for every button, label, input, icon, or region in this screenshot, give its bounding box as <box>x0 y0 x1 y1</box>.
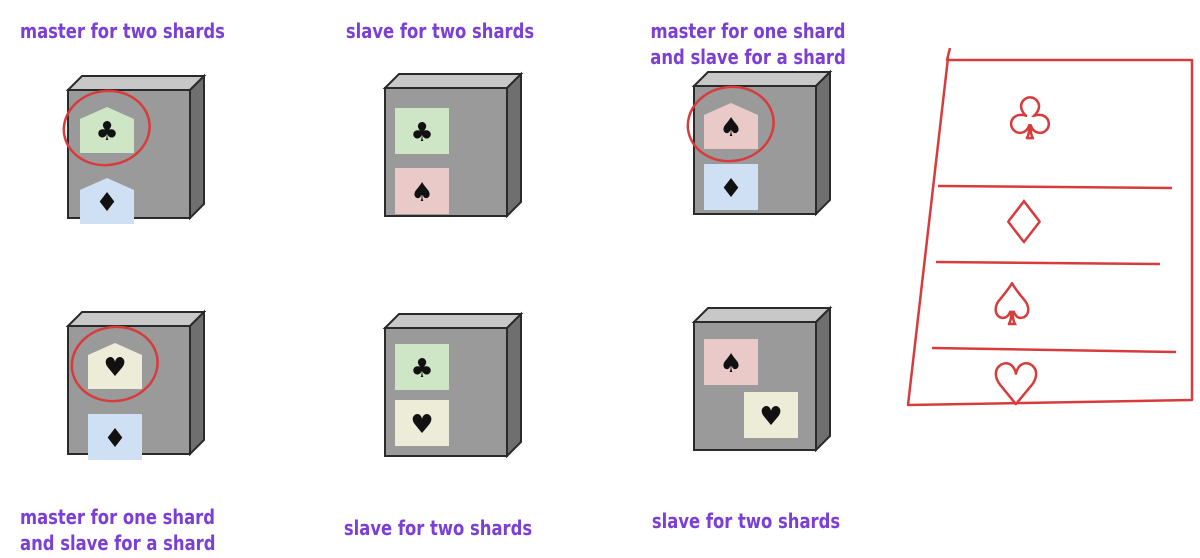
shard-card-shape <box>744 392 798 438</box>
clubs-icon: ♣ <box>1005 87 1055 152</box>
shard-card-diamonds: ♦ <box>704 164 758 210</box>
diamonds-icon: ♦ <box>103 424 126 454</box>
clubs-icon: ♣ <box>95 117 118 147</box>
hearts-icon: ♥ <box>991 353 1041 418</box>
diamonds-icon: ♦ <box>999 191 1049 256</box>
shard-card-diamonds: ♦ <box>88 414 142 460</box>
diamonds-icon: ♦ <box>95 188 118 218</box>
server-top-face <box>691 71 833 87</box>
server-5-label: slave for two shards <box>340 515 537 541</box>
label-line: master for two shards <box>20 19 225 43</box>
shard-card-diamonds: ♦ <box>80 178 134 224</box>
label-line: slave for two shards <box>651 509 841 533</box>
server-side-face <box>506 311 522 459</box>
shard-card-shape <box>88 414 142 460</box>
server-box: ♥♦ <box>65 309 207 460</box>
shard-card-shape <box>704 103 758 149</box>
hearts-icon: ♥ <box>103 353 126 383</box>
label-line: and slave for a shard <box>20 531 216 555</box>
server-side-face <box>815 69 831 217</box>
spades-icon: ♠ <box>719 349 742 379</box>
shard-card-shape <box>395 344 449 390</box>
hearts-icon: ♥ <box>410 410 433 440</box>
spades-icon: ♠ <box>987 273 1037 338</box>
table-divider <box>935 260 1161 266</box>
table-outline <box>906 47 1194 407</box>
label-line: master for one shard <box>650 19 846 43</box>
server-6-label: slave for two shards <box>648 508 845 534</box>
shard-card-hearts: ♥ <box>744 392 798 438</box>
shard-card-shape <box>88 343 142 389</box>
server-side-face <box>189 309 205 457</box>
clubs-icon: ♣ <box>410 118 433 148</box>
diamonds-icon: ♦ <box>719 174 742 204</box>
shard-card-shape <box>395 108 449 154</box>
hearts-icon: ♥ <box>759 402 782 432</box>
server-side-face <box>189 73 205 221</box>
shard-card-spades: ♠ <box>686 85 775 163</box>
server-top-face <box>65 75 207 91</box>
server-top-face <box>691 307 833 323</box>
label-line: master for one shard <box>20 505 215 529</box>
label-line: slave for two shards <box>343 516 533 540</box>
shard-table: ♣ ♦ ♠ ♥ <box>906 47 1194 419</box>
shard-card-spades: ♠ <box>704 339 758 385</box>
shard-card-shape <box>704 164 758 210</box>
server-4-label: master for one shard and slave for a sha… <box>20 504 215 556</box>
servers: ♣♦♣♠♠♦♥♦♣♥♠♥ <box>62 69 833 460</box>
shard-card-clubs: ♣ <box>395 344 449 390</box>
server-top-face <box>382 313 524 329</box>
server-box: ♣♦ <box>62 73 207 224</box>
spades-icon: ♠ <box>410 178 433 208</box>
server-side-face <box>815 305 831 453</box>
master-highlight-circle <box>70 325 159 403</box>
label-line: slave for two shards <box>345 19 535 43</box>
server-box: ♣♠ <box>382 71 524 219</box>
server-box: ♣♥ <box>382 311 524 459</box>
shard-card-shape <box>80 107 134 153</box>
server-3-label: master for one shard and slave for a sha… <box>650 18 847 70</box>
shard-card-hearts: ♥ <box>395 400 449 446</box>
shard-card-clubs: ♣ <box>395 108 449 154</box>
server-box: ♠♦ <box>686 69 833 217</box>
server-2-label: slave for two shards <box>342 18 539 44</box>
master-highlight-circle <box>686 85 775 163</box>
table-divider <box>931 346 1177 354</box>
shard-card-hearts: ♥ <box>70 325 159 403</box>
table-divider <box>937 184 1173 190</box>
clubs-icon: ♣ <box>410 354 433 384</box>
shard-card-shape <box>80 178 134 224</box>
server-top-face <box>382 73 524 89</box>
server-side-face <box>506 71 522 219</box>
shard-card-clubs: ♣ <box>62 89 151 167</box>
spades-icon: ♠ <box>719 113 742 143</box>
label-line: and slave for a shard <box>650 45 846 69</box>
server-top-face <box>65 311 207 327</box>
shard-card-shape <box>395 400 449 446</box>
shard-card-shape <box>704 339 758 385</box>
shard-card-shape <box>395 168 449 214</box>
server-1-label: master for two shards <box>20 18 225 44</box>
shard-card-spades: ♠ <box>395 168 449 214</box>
master-highlight-circle <box>62 89 151 167</box>
server-box: ♠♥ <box>691 305 833 453</box>
